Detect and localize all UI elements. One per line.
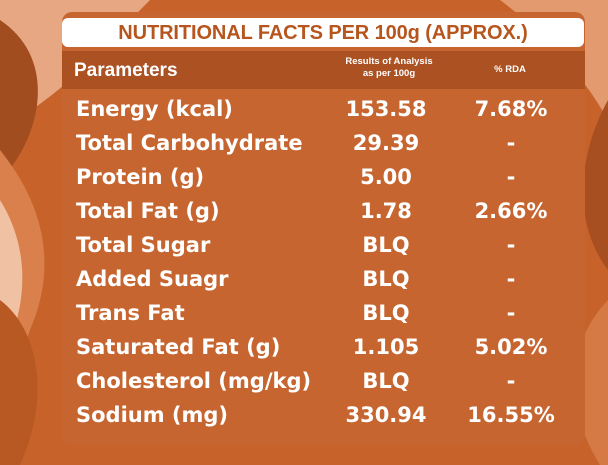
table-row: Added Suagr BLQ - (0, 262, 608, 296)
rda-cell: - (506, 369, 516, 393)
value-cell: 330.94 (345, 403, 427, 427)
rda-cell: - (506, 301, 516, 325)
value-cell: BLQ (362, 267, 410, 291)
parameter-cell: Energy (kcal) (76, 97, 233, 121)
parameter-cell: Total Fat (g) (76, 199, 220, 223)
table-row: Cholesterol (mg/kg) BLQ - (0, 364, 608, 398)
table-title: NUTRITIONAL FACTS PER 100g (APPROX.) (118, 22, 528, 44)
header-results-line2: as per 100g (362, 68, 416, 79)
table-row: Saturated Fat (g) 1.105 5.02% (0, 330, 608, 364)
value-cell: BLQ (362, 369, 410, 393)
value-cell: 1.78 (360, 199, 412, 223)
value-cell: 5.00 (360, 165, 412, 189)
rda-cell: - (506, 131, 516, 155)
parameter-cell: Cholesterol (mg/kg) (76, 369, 312, 393)
table-row: Energy (kcal) 153.58 7.68% (0, 92, 608, 126)
header-parameters: Parameters (74, 60, 178, 81)
value-cell: 153.58 (345, 97, 427, 121)
table-row: Sodium (mg) 330.94 16.55% (0, 398, 608, 432)
header-rda: % RDA (494, 64, 526, 75)
rda-cell: 2.66% (474, 199, 548, 223)
rda-cell: - (506, 233, 516, 257)
table-row: Protein (g) 5.00 - (0, 160, 608, 194)
rda-cell: 5.02% (474, 335, 548, 359)
parameter-cell: Saturated Fat (g) (76, 335, 281, 359)
table-row: Total Carbohydrate 29.39 - (0, 126, 608, 160)
table-row: Total Sugar BLQ - (0, 228, 608, 262)
rda-cell: - (506, 165, 516, 189)
parameter-cell: Total Carbohydrate (76, 131, 303, 155)
table-row: Total Fat (g) 1.78 2.66% (0, 194, 608, 228)
rda-cell: 7.68% (474, 97, 548, 121)
value-cell: 1.105 (352, 335, 420, 359)
header-results-line1: Results of Analysis (345, 56, 433, 67)
rda-cell: - (506, 267, 516, 291)
header-results: Results of Analysis as per 100g (325, 56, 453, 80)
value-cell: BLQ (362, 233, 410, 257)
parameter-cell: Total Sugar (76, 233, 211, 257)
parameter-cell: Sodium (mg) (76, 403, 229, 427)
table-row: Trans Fat BLQ - (0, 296, 608, 330)
value-cell: BLQ (362, 301, 410, 325)
parameter-cell: Trans Fat (76, 301, 185, 325)
title-bar (62, 18, 584, 47)
value-cell: 29.39 (352, 131, 420, 155)
parameter-cell: Protein (g) (76, 165, 205, 189)
header-strip (62, 51, 585, 89)
rda-cell: 16.55% (467, 403, 555, 427)
parameter-cell: Added Suagr (76, 267, 229, 291)
